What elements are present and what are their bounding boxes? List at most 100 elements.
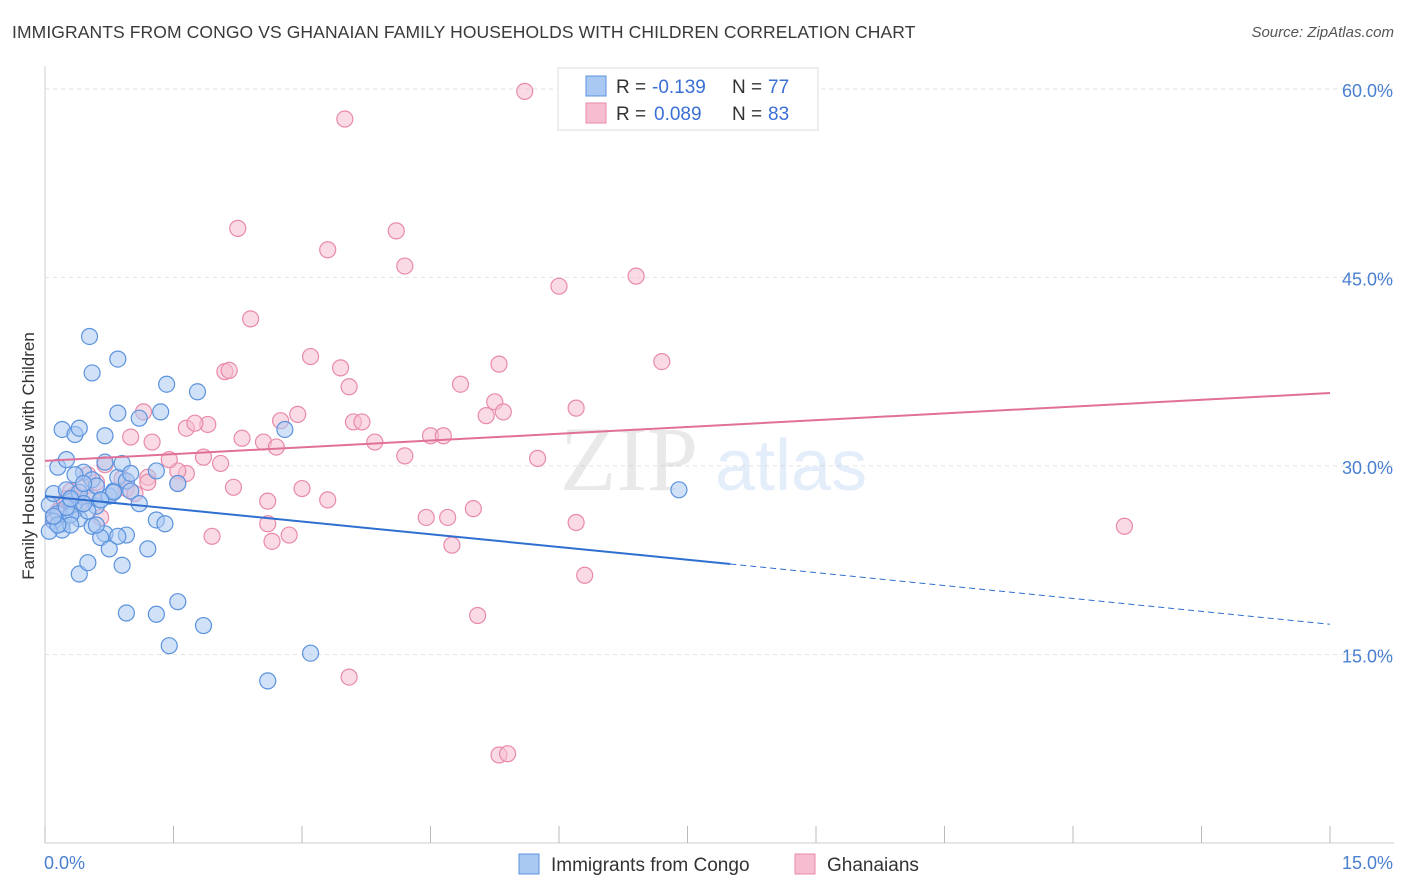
watermark-atlas: atlas [715, 426, 867, 506]
congo-point [74, 474, 93, 493]
bottom-legend-label-congo: Immigrants from Congo [551, 855, 750, 876]
ghanaians-point [229, 219, 247, 237]
ghanaians-point [319, 241, 337, 259]
congo-point [92, 491, 110, 509]
ghanaians-point [417, 508, 435, 527]
congo-trend-line [44, 495, 731, 565]
ghanaians-point [212, 454, 230, 473]
ghanaians-point [139, 473, 157, 491]
congo-point [122, 482, 140, 500]
congo-point [301, 644, 320, 662]
congo-point [83, 364, 101, 382]
congo-point [147, 462, 165, 480]
legend-r-value-congo: -0.139 [652, 77, 706, 98]
x-tick-label: 15.0% [1342, 853, 1393, 873]
y-tick-label: 45.0% [1342, 269, 1393, 289]
congo-point [130, 495, 148, 513]
ghanaians-point [434, 427, 452, 445]
y-tick-labels: 15.0% 30.0% 45.0% 60.0% [1342, 81, 1393, 667]
legend-n-value-congo: 77 [768, 77, 789, 98]
ghanaians-point [353, 413, 371, 431]
ghanaians-point [319, 491, 337, 509]
congo-point [147, 605, 165, 623]
ghanaians-point [186, 414, 204, 432]
ghanaians-point [387, 222, 405, 240]
y-tick-label: 30.0% [1342, 458, 1393, 478]
ghanaians-point [499, 745, 517, 763]
ghanaians-point [293, 479, 311, 498]
congo-point [160, 637, 178, 655]
ghanaians-point [528, 449, 547, 467]
ghanaians-point [263, 532, 281, 550]
ghanaians-point [516, 82, 534, 100]
congo-point [169, 593, 187, 611]
chart-title: IMMIGRANTS FROM CONGO VS GHANAIAN FAMILY… [12, 22, 916, 42]
ghanaians-point [469, 606, 487, 625]
ghanaians-point [340, 668, 358, 686]
congo-point [152, 403, 170, 421]
ghanaians-point [267, 438, 285, 456]
legend-n-label: N = [732, 104, 762, 125]
ghanaians-point [340, 378, 358, 396]
congo-point [117, 604, 135, 622]
ghanaians-point [477, 407, 495, 425]
congo-point [100, 540, 118, 558]
ghanaians-point [576, 566, 594, 584]
ghanaians-point [567, 513, 585, 532]
ghanaians-point [443, 536, 461, 554]
ghanaians-point [490, 355, 508, 373]
congo-point [104, 483, 123, 501]
ghanaians-point [1115, 517, 1134, 535]
congo-point [109, 350, 127, 368]
ghanaians-trend-line [44, 392, 1331, 462]
x-tick-label: 0.0% [44, 853, 85, 873]
legend-n-value-ghanaians: 83 [768, 104, 789, 125]
congo-point [158, 375, 176, 393]
legend-r-label: R = [616, 77, 646, 98]
congo-point [188, 383, 207, 401]
congo-point [130, 409, 148, 427]
congo-point [109, 404, 127, 422]
ghanaians-point [122, 428, 140, 446]
congo-point [80, 327, 99, 346]
congo-point [194, 616, 213, 635]
congo-point [109, 527, 127, 545]
ghanaians-point [366, 433, 384, 451]
congo-point [169, 474, 187, 493]
congo-point [670, 481, 688, 499]
source-label: Source: ZipAtlas.com [1251, 24, 1394, 41]
ghanaians-point [494, 403, 512, 421]
axes [44, 66, 1394, 844]
y-tick-label: 15.0% [1342, 646, 1393, 666]
bottom-legend-label-ghanaians: Ghanaians [827, 855, 919, 876]
ghanaians-point [220, 361, 238, 380]
ghanaians-point [233, 429, 251, 447]
ghanaians-point [143, 433, 161, 451]
legend-n-label: N = [732, 77, 762, 98]
congo-point [96, 427, 114, 445]
ghanaians-point [203, 527, 221, 545]
congo-point [113, 556, 131, 574]
ghanaians-point [242, 310, 260, 328]
congo-point [70, 565, 88, 583]
trend-lines [44, 392, 1331, 625]
ghanaians-point [224, 478, 243, 496]
congo-point [79, 554, 97, 572]
ghanaians-point [396, 257, 414, 275]
legend-swatch-ghanaians [585, 102, 607, 124]
ghanaians-point [259, 492, 277, 510]
y-axis-label: Family Households with Children [19, 332, 38, 580]
ghanaians-point [653, 353, 671, 371]
congo-point [70, 419, 88, 437]
congo-point [139, 540, 157, 558]
congo-point [87, 516, 106, 534]
ghanaians-point [567, 399, 585, 417]
ghanaians-point [301, 347, 320, 366]
ghanaians-point [259, 515, 277, 533]
congo-point [156, 515, 174, 533]
ghanaians-point [464, 500, 482, 518]
ghanaians-point [396, 447, 414, 465]
congo-point [44, 507, 63, 525]
legend-swatch-congo [585, 75, 607, 97]
ghanaians-point [627, 267, 645, 285]
